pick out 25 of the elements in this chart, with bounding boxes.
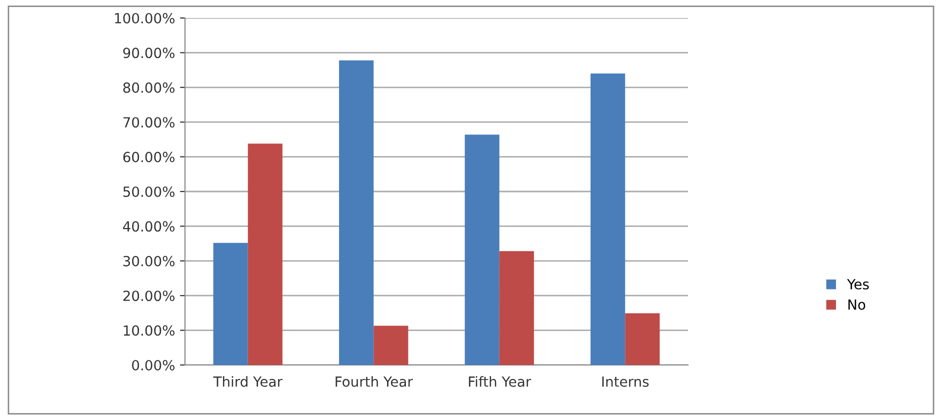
- bar: [339, 60, 374, 365]
- y-tick-label: 60.00%: [123, 152, 175, 162]
- legend-label: Yes: [847, 279, 869, 290]
- y-tick-label: 20.00%: [123, 290, 175, 302]
- bar: [213, 242, 248, 365]
- y-tick-label: 10.00%: [124, 325, 175, 336]
- bar: [499, 251, 534, 365]
- y-tick-label: 0.00%: [132, 360, 175, 370]
- y-tick-label: 70.00%: [123, 117, 175, 128]
- bar: [374, 326, 408, 365]
- y-tick-label: 40.00%: [123, 221, 175, 232]
- bar: [625, 313, 660, 365]
- y-tick-label: 100.00%: [115, 12, 175, 24]
- y-tick-label: 80.00%: [123, 82, 175, 93]
- x-tick-label: Fifth Year: [468, 376, 532, 387]
- bar: [464, 134, 500, 365]
- legend-label: No: [848, 300, 866, 310]
- x-tick-label: Interns: [602, 376, 649, 387]
- bar: [248, 144, 282, 365]
- x-tick-label: Third Year: [213, 376, 282, 387]
- y-tick-label: 30.00%: [123, 256, 175, 266]
- x-tick-label: Fourth Year: [336, 376, 413, 387]
- y-tick-label: 50.00%: [123, 186, 175, 197]
- y-tick-label: 90.00%: [123, 48, 175, 58]
- bar: [590, 74, 626, 365]
